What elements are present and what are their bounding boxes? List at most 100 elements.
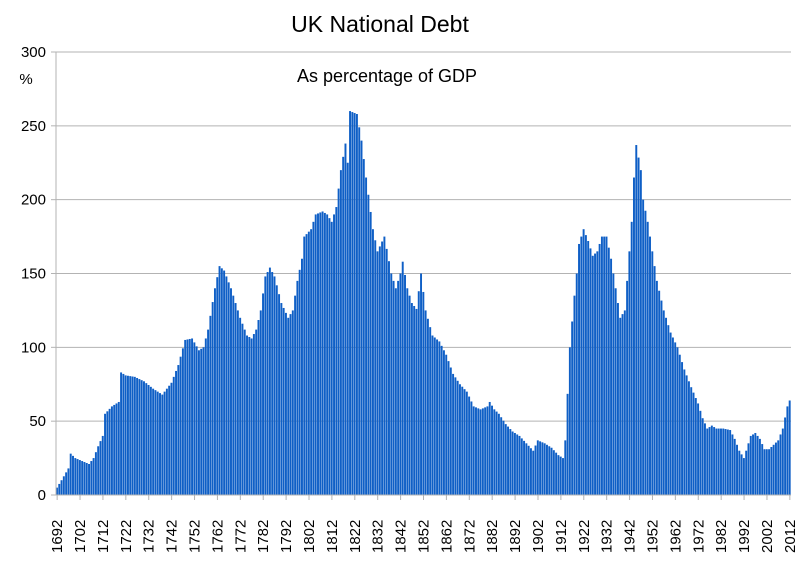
bar xyxy=(401,261,404,495)
chart-title: UK National Debt xyxy=(291,11,469,37)
bar xyxy=(149,386,152,495)
bar xyxy=(582,229,585,495)
bar xyxy=(571,321,574,495)
bar xyxy=(690,387,693,495)
x-tick-labels: 1692 1702 1712 1722 1732 1742 1752 1762 1772 1782… xyxy=(49,520,799,553)
bar xyxy=(456,380,459,495)
bar xyxy=(694,398,697,495)
bar xyxy=(697,403,700,495)
bar xyxy=(720,428,722,495)
bar xyxy=(653,266,656,495)
bar xyxy=(669,332,672,495)
x-tick-label: 1772 xyxy=(232,520,249,553)
bar xyxy=(717,428,720,495)
x-tick-label: 1842 xyxy=(393,520,410,553)
bar xyxy=(486,406,489,495)
bar xyxy=(781,428,784,495)
bar xyxy=(635,145,638,495)
bar xyxy=(371,229,374,495)
y-tick-label: 100 xyxy=(21,339,46,356)
y-tick-label: 50 xyxy=(29,413,46,430)
bar xyxy=(733,438,736,495)
bar xyxy=(85,463,88,495)
bar xyxy=(458,384,461,495)
x-tick-label: 1872 xyxy=(461,520,478,553)
bar xyxy=(284,312,287,495)
x-tick-label: 1972 xyxy=(690,520,707,553)
bar xyxy=(101,435,104,495)
bar xyxy=(406,288,409,495)
bar xyxy=(376,251,379,495)
bar xyxy=(518,435,521,495)
bar xyxy=(129,376,132,495)
y-axis-unit-label: % xyxy=(19,71,32,88)
bar xyxy=(642,199,645,496)
bar xyxy=(552,450,555,495)
bar xyxy=(136,377,139,495)
bar xyxy=(580,236,583,495)
bar xyxy=(122,373,125,495)
bar xyxy=(502,420,505,495)
bar xyxy=(676,347,679,495)
bar xyxy=(671,337,674,495)
bar xyxy=(573,295,576,495)
bar xyxy=(765,449,768,495)
x-tick-label: 1922 xyxy=(576,520,593,553)
x-tick-label: 1792 xyxy=(278,520,295,553)
bar xyxy=(587,241,590,495)
bar xyxy=(291,310,294,495)
bar xyxy=(470,401,473,495)
bar xyxy=(213,288,216,495)
bar xyxy=(475,407,477,495)
bar xyxy=(307,231,310,495)
bar xyxy=(562,458,564,495)
chart-subtitle: As percentage of GDP xyxy=(297,66,477,86)
bar xyxy=(557,455,560,495)
bar xyxy=(477,408,480,495)
bar xyxy=(321,211,324,496)
bar xyxy=(539,441,542,495)
bar xyxy=(461,386,464,495)
x-tick-label: 1812 xyxy=(324,520,341,553)
bar xyxy=(104,413,107,495)
bar xyxy=(683,369,686,495)
bar xyxy=(378,246,381,495)
bar xyxy=(204,338,207,495)
bar xyxy=(442,350,445,495)
bar xyxy=(763,449,766,495)
axes xyxy=(51,51,791,500)
bar xyxy=(250,338,253,495)
bar xyxy=(637,157,640,495)
bar xyxy=(724,429,727,495)
bar xyxy=(630,221,633,495)
bar xyxy=(495,411,498,495)
bar xyxy=(420,273,423,495)
bar xyxy=(360,140,363,495)
bar xyxy=(271,272,274,495)
bar xyxy=(374,240,377,495)
bar xyxy=(433,337,436,495)
bar xyxy=(749,435,752,495)
bar xyxy=(124,375,127,495)
bar xyxy=(287,317,290,495)
x-tick-label: 1912 xyxy=(553,520,570,553)
bar xyxy=(715,428,718,495)
bar xyxy=(314,214,317,495)
bar xyxy=(248,337,251,495)
x-tick-label: 1862 xyxy=(438,520,455,553)
bar xyxy=(335,207,338,496)
bar xyxy=(713,427,716,495)
y-tick-label: 300 xyxy=(21,44,46,61)
bar xyxy=(191,338,194,495)
bar xyxy=(736,444,738,495)
bar xyxy=(578,243,580,495)
bar xyxy=(484,407,487,495)
bar xyxy=(143,381,145,495)
bar xyxy=(417,291,420,495)
x-tick-label: 1692 xyxy=(49,520,66,553)
bar xyxy=(603,236,606,495)
bar xyxy=(92,458,95,495)
bar xyxy=(110,406,113,495)
bar xyxy=(536,440,539,495)
